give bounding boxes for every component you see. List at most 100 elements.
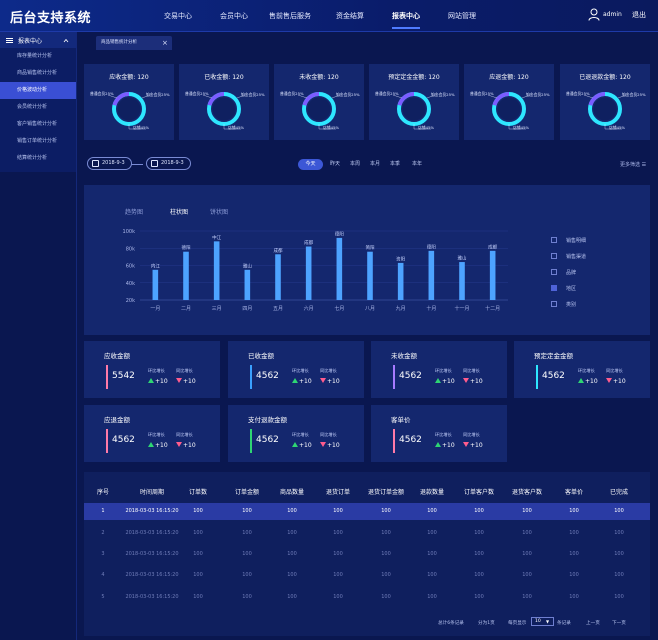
sidebar-item-3[interactable]: 会员统计分析 — [17, 104, 48, 110]
user-icon[interactable] — [588, 8, 600, 21]
legend-item-0[interactable]: 销售明细 — [551, 237, 586, 244]
donut-chart — [487, 92, 531, 130]
table-row[interactable]: 2 2018-03-03 16:15:20 100 100 100 100 100 100 10… — [84, 525, 650, 542]
period-tab-0[interactable]: 今天 — [298, 159, 323, 170]
bar[interactable] — [336, 237, 343, 300]
table-header-cell[interactable]: 退货订单 — [325, 489, 350, 496]
user-name: admin — [603, 11, 622, 18]
sidebar-item-5[interactable]: 销售订单统计分析 — [17, 138, 58, 144]
table-header-cell[interactable]: 客单价 — [564, 489, 583, 496]
chevron-up-icon[interactable] — [63, 38, 69, 43]
table-header-cell[interactable]: 序号 — [96, 489, 109, 496]
table-header-cell[interactable]: 订单客户数 — [463, 489, 494, 496]
table-row[interactable]: 3 2018-03-03 16:15:20 100 100 100 100 100 100 10… — [84, 546, 650, 563]
table-row[interactable]: 5 2018-03-03 16:15:20 100 100 100 100 100 100 10… — [84, 589, 650, 606]
bar[interactable] — [183, 251, 189, 300]
table-cell: 100 — [569, 572, 579, 578]
more-filter-button[interactable]: 更多筛选 ☰ — [620, 161, 646, 168]
nav-item-4[interactable]: 报表中心 — [378, 0, 434, 32]
period-tab-3[interactable]: 本月 — [369, 161, 380, 167]
chart-tab-1[interactable]: 柱状图 — [170, 209, 189, 216]
table-header-cell[interactable]: 退货客户数 — [511, 489, 542, 496]
table-cell: 2018-03-03 16:15:20 — [125, 530, 179, 536]
next-page-button[interactable]: 下一页 — [612, 621, 626, 626]
bar[interactable] — [489, 250, 496, 300]
bar[interactable] — [213, 241, 220, 300]
kpi-title: 未收金额 — [391, 352, 417, 360]
bar[interactable] — [152, 269, 159, 300]
period-tab-5[interactable]: 本年 — [411, 161, 422, 167]
period-tab-2[interactable]: 本周 — [349, 161, 360, 167]
list-icon: ☰ — [641, 162, 647, 168]
sidebar-item-1[interactable]: 商品销售统计分析 — [17, 70, 58, 76]
nav-item-0[interactable]: 交易中心 — [164, 12, 192, 20]
table-row[interactable]: 1 2018-03-03 16:15:20 100 100 100 100 100 100 10… — [84, 503, 650, 520]
close-icon[interactable]: × — [162, 39, 168, 47]
sidebar-item-6[interactable]: 结算统计分析 — [17, 155, 48, 161]
chart-tab-2[interactable]: 饼状图 — [210, 209, 229, 216]
arrow-up-icon — [435, 442, 441, 447]
nav-item-3[interactable]: 资金结算 — [336, 12, 364, 20]
kpi-ring-label: 环比增长 — [148, 368, 165, 373]
table-cell: 100 — [569, 594, 579, 600]
tab-sales-analysis[interactable]: 商品销售统计分析 × — [96, 36, 172, 50]
kpi-title: 客单价 — [391, 416, 411, 424]
kpi-ring-value: +10 — [442, 442, 455, 449]
per-page-select[interactable]: 10 ▼ — [531, 617, 554, 626]
table-row[interactable]: 4 2018-03-03 16:15:20 100 100 100 100 100 100 10… — [84, 567, 650, 584]
sidebar-item-4[interactable]: 客户销售统计分析 — [17, 121, 58, 127]
chart-tab-0[interactable]: 趋势图 — [125, 209, 144, 216]
legend-label: 地区 — [566, 286, 577, 292]
kpi-yoy-label: 同比增长 — [463, 368, 480, 373]
table-header-cell[interactable]: 退货订单金额 — [367, 489, 404, 496]
kpi-ring-change: +10 — [578, 378, 598, 385]
nav-item-2[interactable]: 售前售后服务 — [269, 12, 311, 20]
sidebar-item-2[interactable]: 价格波动分析 — [0, 82, 76, 99]
table-cell: 2018-03-03 16:15:20 — [125, 572, 179, 578]
prev-page-button[interactable]: 上一页 — [586, 621, 600, 626]
arrow-up-icon — [292, 442, 298, 447]
legend-item-3[interactable]: 地区 — [551, 285, 577, 292]
table-header-cell[interactable]: 时间周期 — [139, 489, 164, 496]
bar[interactable] — [275, 254, 281, 300]
bar-data-label: 雅山 — [458, 255, 467, 262]
table-header-cell[interactable]: 退款数量 — [419, 489, 444, 496]
period-tab-4[interactable]: 本季 — [389, 161, 400, 167]
donut-hole — [117, 97, 141, 121]
top-header: 后台支持系统 交易中心 会员中心 售前售后服务 资金结算 报表中心 网站管理 admin … — [0, 0, 658, 32]
logout-button[interactable]: 退出 — [632, 11, 646, 19]
date-to-input[interactable]: 2018-9-3 — [146, 157, 191, 170]
table-cell: 100 — [242, 508, 252, 514]
bar[interactable] — [305, 246, 312, 300]
legend-label: 销售渠道 — [566, 254, 587, 260]
donut-label-store: 店铺45% — [609, 125, 626, 130]
table-header-cell[interactable]: 已完成 — [609, 489, 628, 496]
sidebar-item-0[interactable]: 库存量统计分析 — [17, 53, 53, 59]
legend-item-2[interactable]: 品牌 — [551, 269, 576, 276]
date-to-value: 2018-9-3 — [161, 160, 184, 166]
nav-item-5[interactable]: 网站管理 — [448, 12, 476, 20]
legend-item-1[interactable]: 销售渠道 — [551, 253, 587, 260]
sidebar-header[interactable]: 报表中心 — [0, 32, 76, 48]
y-tick-label: 80k — [126, 246, 135, 252]
table-header-cell[interactable]: 订单数 — [188, 489, 207, 496]
chart-panel — [84, 185, 650, 335]
pager-per-page-label: 每页显示 — [508, 621, 527, 626]
bar[interactable] — [428, 250, 435, 300]
donut-segment-vip — [302, 92, 336, 126]
nav-item-1[interactable]: 会员中心 — [220, 12, 248, 20]
donut-card-4: 应退金额: 120 普通会员25% 铂金会员25% 店铺45% — [464, 64, 554, 140]
bar[interactable] — [459, 262, 465, 300]
table-header-cell[interactable]: 订单金额 — [234, 489, 259, 496]
bar[interactable] — [244, 269, 251, 300]
y-tick-label: 100k — [123, 229, 136, 235]
period-tab-1[interactable]: 昨天 — [329, 161, 340, 167]
donut-segment-vip — [207, 92, 241, 126]
table-header-cell[interactable]: 商品数量 — [279, 489, 304, 496]
bar[interactable] — [397, 262, 404, 300]
bar[interactable] — [367, 251, 373, 300]
legend-item-4[interactable]: 类别 — [551, 301, 576, 308]
leader-line — [413, 124, 431, 130]
date-from-input[interactable]: 2018-9-3 — [87, 157, 132, 170]
leader-line — [487, 94, 498, 99]
